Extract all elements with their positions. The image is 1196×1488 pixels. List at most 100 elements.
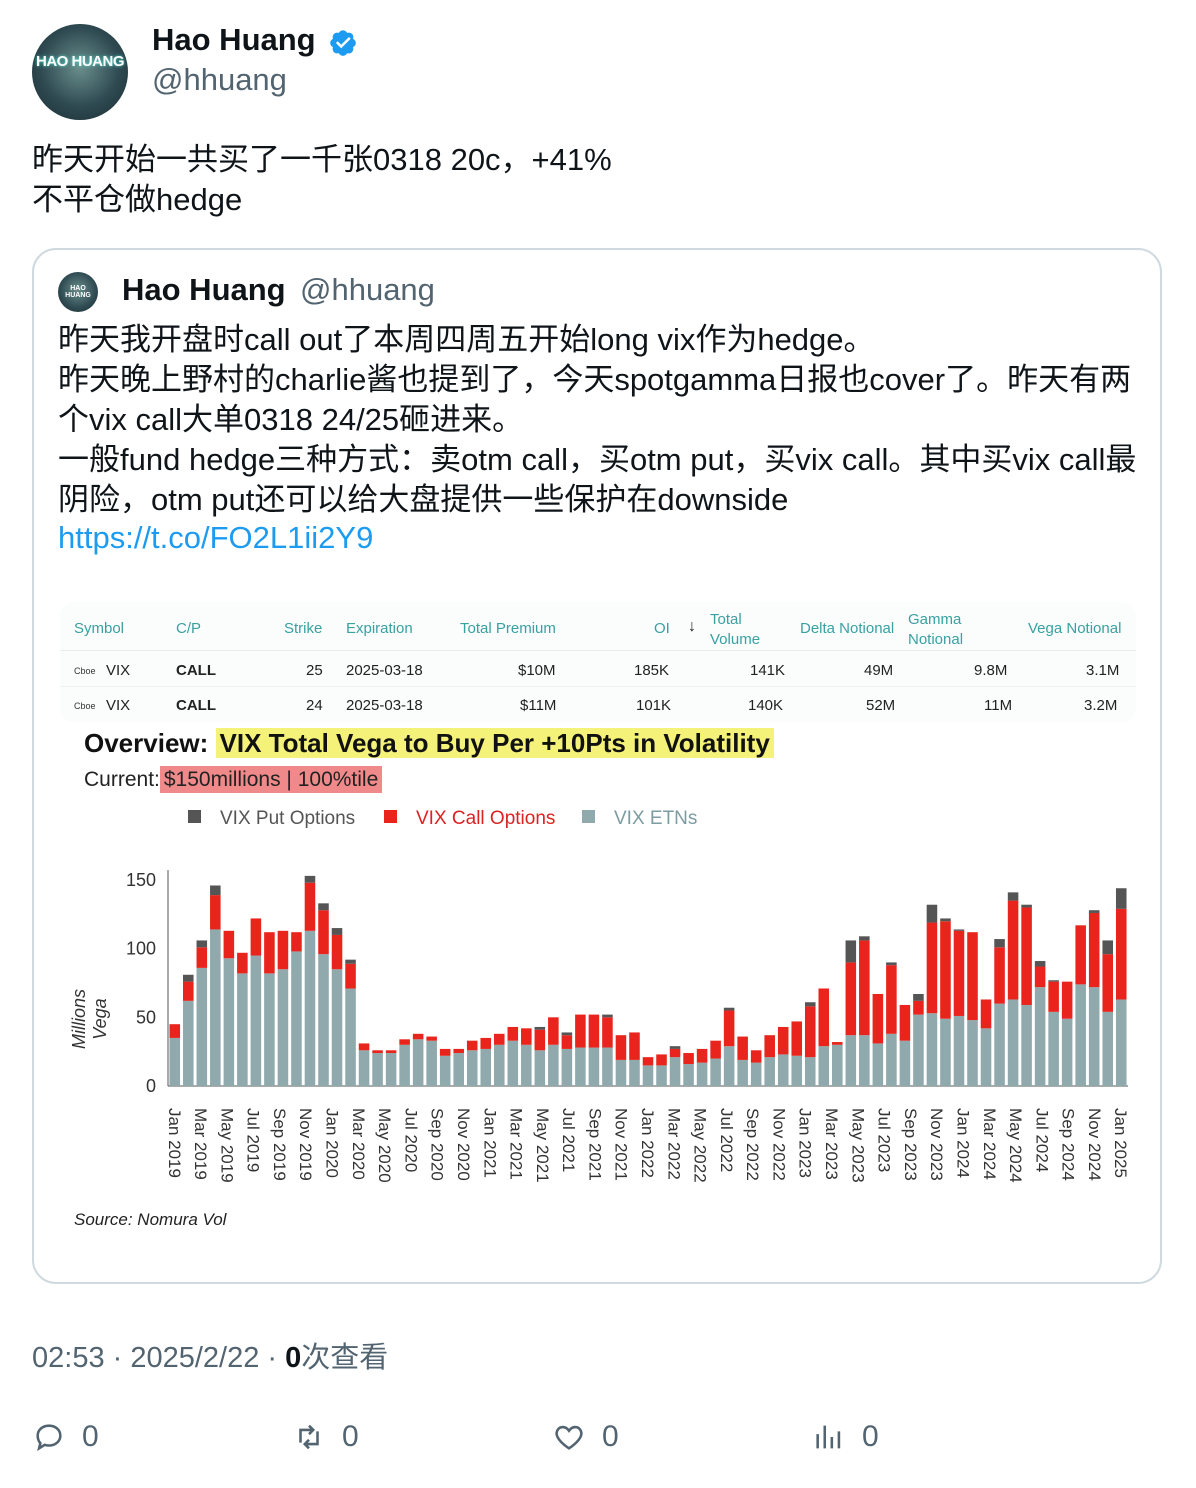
- chart-title: Overview: VIX Total Vega to Buy Per +10P…: [84, 728, 774, 759]
- exchange-label: Cboe: [74, 701, 96, 711]
- bar-call: [466, 1040, 478, 1051]
- quoted-author-avatar[interactable]: HAO HUANG: [58, 272, 98, 312]
- analytics-icon: [816, 1425, 841, 1449]
- author-handle[interactable]: @hhuang: [152, 62, 287, 97]
- bar-etn: [237, 973, 248, 1086]
- x-tick-label: Mar 2021: [507, 1108, 526, 1180]
- bar-call: [859, 940, 870, 1036]
- y-tick-label: 100: [126, 939, 156, 959]
- bar-etn: [750, 1062, 762, 1086]
- bar-etn: [940, 1018, 951, 1086]
- bar-etn: [223, 958, 235, 1086]
- bar-call: [940, 921, 951, 1019]
- views-button[interactable]: 0: [812, 1420, 879, 1454]
- x-tick-label: Jul 2024: [1032, 1108, 1051, 1172]
- quoted-tweet-image[interactable]: Symbol C/P Strike Expiration Total Premi…: [58, 600, 1138, 1240]
- bar-call: [372, 1050, 383, 1054]
- bar-etn: [980, 1028, 992, 1086]
- bar-call: [237, 952, 248, 974]
- bar-call: [358, 1043, 370, 1051]
- legend-put-label: VIX Put Options: [220, 808, 356, 829]
- reply-icon: [36, 1424, 62, 1452]
- bar-put: [1115, 888, 1127, 909]
- legend-call-label: VIX Call Options: [416, 808, 556, 829]
- quoted-author-handle[interactable]: @hhuang: [300, 272, 435, 307]
- bar-call: [642, 1057, 654, 1066]
- bar-put: [804, 1002, 816, 1007]
- quoted-tweet-link[interactable]: https://t.co/FO2L1ii2Y9: [58, 520, 374, 555]
- bar-put: [845, 940, 857, 963]
- legend-swatch-etn: [582, 810, 595, 823]
- bar-etn: [656, 1065, 667, 1086]
- bar-call: [832, 1042, 843, 1045]
- x-tick-label: Jan 2025: [1111, 1108, 1130, 1178]
- legend-swatch-put: [188, 810, 201, 823]
- bar-etn: [1102, 1011, 1113, 1086]
- quoted-author-name[interactable]: Hao Huang: [122, 272, 286, 307]
- x-tick-label: Nov 2019: [296, 1108, 315, 1181]
- bar-call: [1007, 900, 1019, 1000]
- table-cell: CALL: [176, 662, 216, 679]
- bar-call: [750, 1050, 762, 1063]
- reply-button[interactable]: 0: [32, 1420, 99, 1454]
- bar-put: [723, 1007, 735, 1011]
- bar-call: [277, 930, 289, 970]
- bar-call: [399, 1039, 410, 1045]
- legend-etn-label: VIX ETNs: [614, 808, 698, 829]
- bar-call: [493, 1033, 505, 1045]
- table-cell: $10M: [518, 662, 556, 679]
- like-button[interactable]: 0: [552, 1420, 619, 1454]
- bar-put: [561, 1032, 573, 1036]
- bar-call: [548, 1017, 559, 1045]
- bar-call: [304, 882, 316, 931]
- bar-etn: [439, 1055, 451, 1086]
- bar-etn: [588, 1047, 600, 1086]
- bar-etn: [994, 1003, 1005, 1086]
- x-tick-label: Sep 2019: [270, 1108, 289, 1181]
- like-count: 0: [602, 1420, 619, 1453]
- quoted-tweet-card[interactable]: [32, 248, 1162, 1284]
- table-cell: 101K: [636, 697, 672, 714]
- bar-etn: [886, 1033, 897, 1086]
- bar-put: [994, 939, 1005, 948]
- x-tick-label: May 2022: [691, 1108, 710, 1183]
- table-cell: $11M: [520, 697, 557, 714]
- chart-current-label: Current:: [84, 768, 160, 791]
- table-cell: 185K: [634, 662, 670, 679]
- bar-call: [575, 1014, 586, 1048]
- bar-call: [453, 1048, 464, 1054]
- sort-down-icon[interactable]: ↓: [688, 618, 696, 635]
- author-avatar[interactable]: HAO HUANG: [32, 24, 128, 120]
- bar-put: [196, 940, 208, 948]
- table-header-gamma: Gamma Notional: [908, 611, 964, 648]
- bar-call: [615, 1035, 627, 1060]
- bar-call: [764, 1035, 775, 1058]
- bar-etn: [913, 1014, 924, 1086]
- bar-etn: [1034, 987, 1046, 1086]
- bar-call: [169, 1024, 181, 1038]
- bar-call: [710, 1040, 721, 1059]
- bar-call: [967, 932, 978, 1021]
- y-tick-label: 50: [136, 1007, 156, 1027]
- bar-call: [1088, 912, 1100, 988]
- author-name[interactable]: Hao Huang: [152, 22, 316, 57]
- bar-etn: [548, 1044, 559, 1086]
- bar-call: [1021, 907, 1032, 1005]
- tweet-timestamp[interactable]: 02:53 · 2025/2/22 ·: [32, 1342, 286, 1374]
- bar-etn: [777, 1054, 789, 1086]
- bar-etn: [575, 1047, 586, 1086]
- repost-button[interactable]: 0: [292, 1420, 359, 1454]
- table-cell: CALL: [176, 697, 216, 714]
- bar-call: [223, 930, 235, 959]
- bar-call: [196, 947, 208, 968]
- x-tick-label: May 2023: [848, 1108, 867, 1183]
- x-tick-label: Jul 2020: [401, 1108, 420, 1172]
- x-tick-label: Nov 2021: [612, 1108, 631, 1181]
- x-tick-label: May 2019: [217, 1108, 236, 1183]
- bar-put: [183, 974, 194, 982]
- bar-etn: [710, 1058, 721, 1086]
- bar-call: [250, 918, 262, 956]
- bar-call: [291, 932, 302, 952]
- table-cell: 2025-03-18: [346, 697, 423, 714]
- x-tick-label: Jul 2022: [717, 1108, 736, 1172]
